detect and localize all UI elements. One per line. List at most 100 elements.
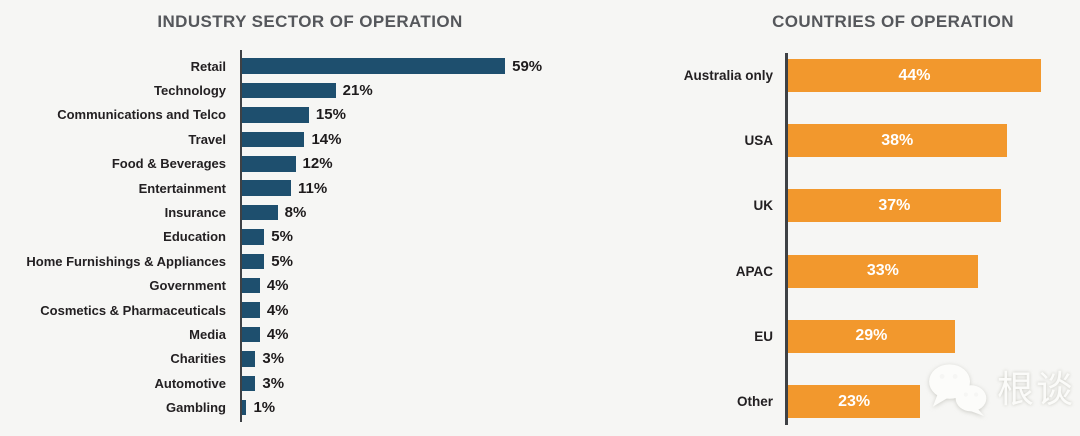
value-label: 3% xyxy=(262,374,285,392)
bar xyxy=(242,351,256,367)
bar xyxy=(242,107,309,123)
bar-row: Media 4% xyxy=(0,322,540,346)
bar-track: 12% xyxy=(240,155,540,172)
value-label: 4% xyxy=(266,277,289,295)
chart-title-countries: COUNTRIES OF OPERATION xyxy=(772,12,1014,31)
bar-track: 23% xyxy=(785,385,1080,419)
bar-row: Insurance 8% xyxy=(0,200,540,224)
bar-row: Education 5% xyxy=(0,225,540,249)
category-label: Entertainment xyxy=(138,180,226,196)
bar-row: Gambling 1% xyxy=(0,395,540,419)
bar-track: 59% xyxy=(240,58,542,75)
bar xyxy=(242,253,265,270)
category-label: UK xyxy=(753,198,774,214)
bar xyxy=(242,229,265,245)
y-axis-line xyxy=(240,50,242,422)
bar: 44% xyxy=(788,59,1041,93)
category-label: Travel xyxy=(188,131,226,147)
category-label: Education xyxy=(163,229,226,245)
bars-container: Australia only 44% USA 38% UK 37% APAC 33% EU 29%… xyxy=(540,43,1080,434)
bar-track: 15% xyxy=(240,106,540,123)
bar xyxy=(242,180,292,196)
bar-row: USA 38% xyxy=(540,108,1080,173)
bar: 23% xyxy=(788,385,921,419)
value-label: 8% xyxy=(284,204,307,222)
watermark: 根谈 xyxy=(926,362,1075,416)
category-label: Government xyxy=(149,278,226,294)
bar-row: Retail 59% xyxy=(0,54,543,78)
category-label: Technology xyxy=(154,83,226,99)
value-label: 38% xyxy=(881,131,914,149)
bar-row: APAC 33% xyxy=(540,239,1080,304)
bar xyxy=(242,58,506,74)
bar-row: Other 23% xyxy=(540,369,1080,434)
category-label: Gambling xyxy=(166,400,226,416)
bar-chart-industry-sector: INDUSTRY SECTOR OF OPERATION Retail 59% Te… xyxy=(0,12,543,422)
bar-track: 3% xyxy=(240,350,540,367)
bar-track: 8% xyxy=(240,204,540,221)
bar-chart-countries: COUNTRIES OF OPERATION Australia only 44%… xyxy=(540,0,1080,436)
bar-row: Cosmetics & Pharmaceuticals 4% xyxy=(0,298,540,322)
bar-track: 5% xyxy=(240,253,540,270)
value-label: 3% xyxy=(262,350,285,368)
bar-track: 38% xyxy=(785,124,1080,158)
value-label: 23% xyxy=(838,392,871,410)
bar-track: 21% xyxy=(240,82,540,99)
value-label: 33% xyxy=(866,262,899,280)
chart-title-industry: INDUSTRY SECTOR OF OPERATION xyxy=(157,12,463,31)
bar-track: 37% xyxy=(785,189,1080,223)
category-label: EU xyxy=(754,328,773,344)
category-label: Charities xyxy=(170,351,226,367)
category-label: Australia only xyxy=(683,68,773,84)
bar-row: UK 37% xyxy=(540,173,1080,238)
bar-track: 11% xyxy=(240,180,540,197)
bar-row: Home Furnishings & Appliances 5% xyxy=(0,249,540,273)
bar-row: Automotive 3% xyxy=(0,371,540,395)
bar-track: 4% xyxy=(240,326,540,343)
bar xyxy=(242,375,256,392)
bar xyxy=(242,399,247,416)
bar xyxy=(242,156,296,172)
bar-track: 44% xyxy=(785,59,1080,93)
value-label: 4% xyxy=(266,325,289,343)
category-label: Cosmetics & Pharmaceuticals xyxy=(40,302,226,318)
bar-track: 14% xyxy=(240,131,540,148)
value-label: 29% xyxy=(855,327,888,345)
value-label: 15% xyxy=(315,106,346,124)
category-label: Food & Beverages xyxy=(111,156,226,172)
bar-track: 5% xyxy=(240,228,540,245)
category-label: Media xyxy=(189,326,226,342)
value-label: 37% xyxy=(878,196,911,214)
bar-row: Charities 3% xyxy=(0,347,540,371)
bar-track: 3% xyxy=(240,375,540,392)
bar-track: 1% xyxy=(240,399,540,416)
bar-row: Technology 21% xyxy=(0,78,540,102)
bar: 29% xyxy=(788,319,955,353)
category-label: Retail xyxy=(190,58,226,74)
bar-row: Australia only 44% xyxy=(540,43,1080,108)
bar-track: 33% xyxy=(785,254,1080,288)
bar: 38% xyxy=(788,124,1007,158)
bar-track: 4% xyxy=(240,277,540,294)
category-label: Other xyxy=(736,394,773,410)
category-label: Automotive xyxy=(154,375,227,391)
bar-row: Food & Beverages 12% xyxy=(0,152,540,176)
value-label: 5% xyxy=(271,228,293,246)
bar-track: 29% xyxy=(785,319,1080,353)
value-label: 12% xyxy=(302,155,333,173)
category-label: Home Furnishings & Appliances xyxy=(26,253,226,269)
bar-row: Entertainment 11% xyxy=(0,176,540,200)
category-label: APAC xyxy=(735,263,773,279)
value-label: 1% xyxy=(253,399,276,417)
bar xyxy=(242,204,278,221)
value-label: 14% xyxy=(311,130,342,148)
bar xyxy=(242,277,260,294)
value-label: 5% xyxy=(271,252,293,270)
value-label: 4% xyxy=(266,301,289,319)
value-label: 11% xyxy=(298,179,328,197)
watermark-text: 根谈 xyxy=(997,368,1075,410)
value-label: 21% xyxy=(342,82,373,100)
wechat-logo-icon xyxy=(929,364,987,416)
value-label: 59% xyxy=(512,57,543,75)
bar xyxy=(242,131,305,148)
